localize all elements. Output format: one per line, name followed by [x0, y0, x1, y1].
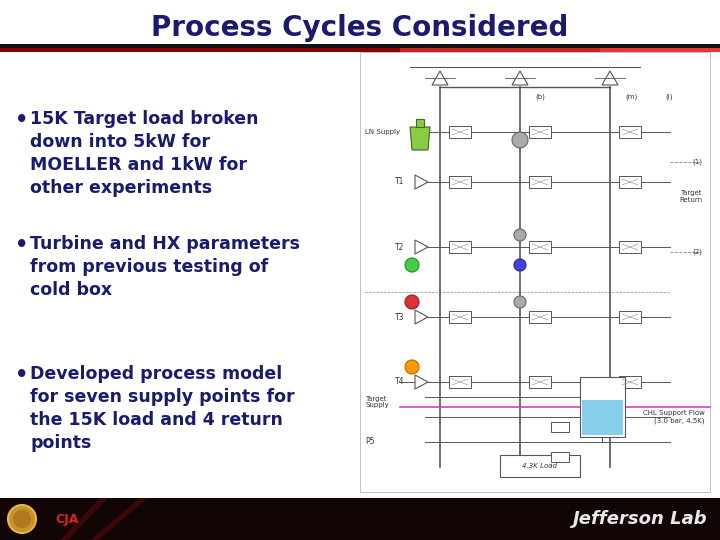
Polygon shape [415, 375, 428, 389]
Bar [619, 311, 641, 323]
Bar [529, 176, 551, 188]
Circle shape [405, 258, 419, 272]
Bar [400, 48, 720, 52]
Circle shape [514, 259, 526, 271]
Circle shape [512, 132, 528, 148]
Text: 4.3K Load: 4.3K Load [523, 463, 557, 469]
Text: T4: T4 [395, 377, 405, 387]
Circle shape [514, 229, 526, 241]
Polygon shape [90, 498, 148, 540]
Circle shape [514, 296, 526, 308]
Polygon shape [432, 71, 448, 85]
Bar [529, 126, 551, 138]
Circle shape [13, 510, 31, 528]
Text: T1: T1 [395, 178, 405, 186]
Text: Target
Return: Target Return [679, 191, 702, 204]
Bar [449, 241, 471, 253]
Bar [619, 126, 641, 138]
Bar [449, 126, 471, 138]
Polygon shape [60, 498, 108, 540]
Bar [0, 498, 720, 540]
Circle shape [405, 295, 419, 309]
Bar [360, 52, 710, 492]
Bar [582, 400, 623, 435]
Text: (1): (1) [692, 159, 702, 165]
Bar [529, 241, 551, 253]
Text: •: • [15, 235, 28, 255]
Text: Turbine and HX parameters
from previous testing of
cold box: Turbine and HX parameters from previous … [30, 235, 300, 299]
Bar [619, 241, 641, 253]
Circle shape [405, 360, 419, 374]
Bar [619, 176, 641, 188]
Bar [500, 455, 580, 477]
Text: (b): (b) [535, 94, 545, 100]
Polygon shape [415, 175, 428, 189]
Polygon shape [410, 127, 430, 150]
Bar [0, 48, 720, 52]
Text: CHL Support Flow
(3.0 bar, 4.5K): CHL Support Flow (3.0 bar, 4.5K) [643, 410, 705, 424]
Text: •: • [15, 110, 28, 130]
Text: Target
Supply: Target Supply [365, 395, 389, 408]
Bar [551, 422, 569, 432]
Text: Developed process model
for seven supply points for
the 15K load and 4 return
po: Developed process model for seven supply… [30, 365, 294, 451]
Bar [580, 377, 625, 437]
Text: T2: T2 [395, 242, 405, 252]
Text: CJA: CJA [55, 512, 78, 525]
Bar [449, 311, 471, 323]
Bar [600, 48, 720, 52]
Text: LN Supply: LN Supply [365, 129, 400, 135]
Text: P5: P5 [365, 437, 374, 447]
Polygon shape [415, 310, 428, 324]
Text: (m): (m) [625, 94, 637, 100]
Bar [529, 311, 551, 323]
Text: Jefferson Lab: Jefferson Lab [573, 510, 708, 528]
Bar [416, 119, 424, 127]
Polygon shape [602, 71, 618, 85]
Bar [449, 176, 471, 188]
Text: (2): (2) [692, 249, 702, 255]
Text: •: • [15, 365, 28, 385]
Bar [551, 452, 569, 462]
Bar [0, 44, 720, 49]
Text: Process Cycles Considered: Process Cycles Considered [151, 14, 569, 42]
Bar [529, 376, 551, 388]
Text: T3: T3 [395, 313, 405, 321]
Circle shape [8, 505, 36, 533]
Text: 15K Target load broken
down into 5kW for
MOELLER and 1kW for
other experiments: 15K Target load broken down into 5kW for… [30, 110, 258, 197]
Polygon shape [415, 240, 428, 254]
Bar [449, 376, 471, 388]
Text: (i): (i) [665, 94, 672, 100]
Bar [619, 376, 641, 388]
Polygon shape [512, 71, 528, 85]
